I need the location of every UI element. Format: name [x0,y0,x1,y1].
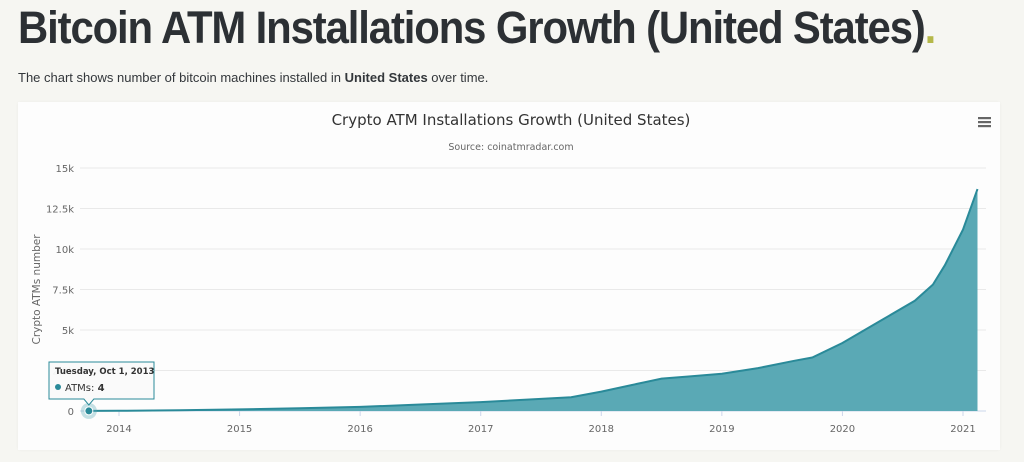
series-line [88,188,979,412]
y-tick-label: 0 [68,407,74,418]
y-tick-label: 15k [55,164,74,175]
chart-title: Crypto ATM Installations Growth (United … [332,111,691,129]
y-tick-label: 10k [55,245,74,256]
x-tick-label: 2021 [950,424,975,435]
series-atms [88,188,979,412]
chart-subtitle: Source: coinatmradar.com [448,142,573,153]
y-tick-label: 7.5k [52,286,74,297]
tooltip-series-marker [55,384,61,390]
y-tick-label: 12.5k [46,205,74,216]
page-title-text: Bitcoin ATM Installations Growth (United… [18,2,926,53]
x-tick-label: 2017 [468,424,493,435]
tooltip: Tuesday, Oct 1, 2013 ATMs: 4 [48,361,155,419]
chart-svg: Crypto ATM Installations Growth (United … [31,111,993,435]
chart-description: The chart shows number of bitcoin machin… [18,70,488,85]
grid-lines [80,167,986,412]
tooltip-value: ATMs: 4 [65,383,105,394]
y-tick-label: 5k [62,326,74,337]
tooltip-date: Tuesday, Oct 1, 2013 [55,367,155,377]
intro-text-end: over time. [427,70,489,85]
title-accent-dot: . [924,2,937,53]
x-tick-label: 2020 [830,424,855,435]
x-tick-label: 2015 [227,424,252,435]
intro-text: The chart shows number of bitcoin machin… [18,70,345,85]
x-tick-label: 2016 [347,424,372,435]
y-axis-title: Crypto ATMs number [31,234,43,345]
tooltip-box [48,361,155,406]
area-fill [88,189,978,411]
x-tick-label: 2014 [106,424,131,435]
hamburger-menu-icon[interactable] [973,114,993,130]
chart-card: Crypto ATM Installations Growth (United … [18,102,1000,450]
page-title: Bitcoin ATM Installations Growth (United… [18,2,937,54]
x-tick-label: 2018 [589,424,614,435]
x-axis-ticks: 2014 2015 2016 2017 2018 2019 2020 2021 [106,411,976,435]
hovered-point [84,406,94,416]
x-tick-label: 2019 [709,424,734,435]
intro-country: United States [344,70,428,85]
